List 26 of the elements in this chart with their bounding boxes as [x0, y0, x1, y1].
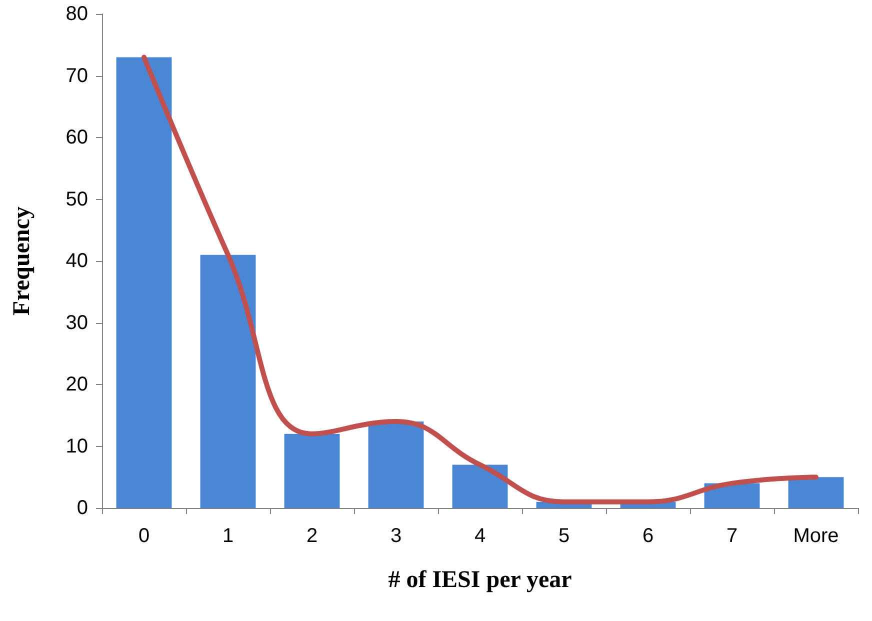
x-axis-title: # of IESI per year [388, 567, 572, 593]
x-tick-label: 1 [222, 525, 234, 547]
y-tick-label: 40 [66, 250, 88, 272]
bar [788, 477, 844, 508]
y-tick-label: 30 [66, 312, 88, 334]
bar [200, 254, 256, 508]
x-tick-label: 2 [306, 525, 318, 547]
x-tick-label: 3 [390, 525, 402, 547]
y-tick-label: 20 [66, 374, 88, 396]
y-tick-label: 60 [66, 126, 88, 148]
x-tick-label: 5 [558, 525, 570, 547]
y-tick-label: 10 [66, 435, 88, 458]
bar [284, 434, 340, 508]
bar [116, 57, 172, 508]
x-tick-label: 4 [474, 525, 486, 547]
y-tick-label: 70 [66, 64, 88, 87]
x-tick-label: 7 [726, 525, 738, 547]
y-tick-label: 80 [66, 3, 88, 25]
y-tick-label: 0 [76, 497, 88, 519]
y-tick-label: 50 [66, 188, 88, 210]
bar [452, 464, 508, 508]
y-axis-title: Frequency [9, 206, 35, 316]
x-tick-label: 6 [642, 525, 654, 547]
bar [368, 422, 424, 508]
x-tick-label: More [793, 525, 839, 547]
x-tick-label: 0 [138, 525, 150, 547]
